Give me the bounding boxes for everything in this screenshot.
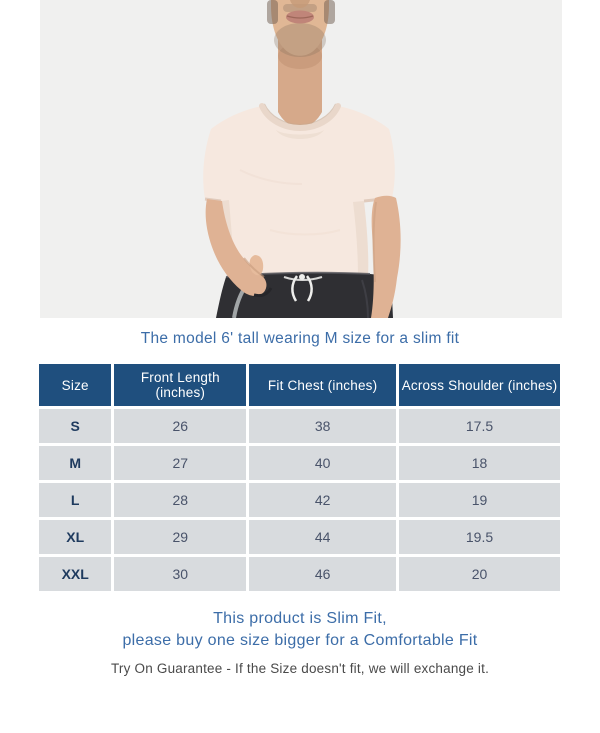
model-caption: The model 6' tall wearing M size for a s…: [140, 330, 460, 347]
size-label: L: [39, 483, 112, 517]
drawstring: [283, 274, 323, 302]
column-header-fit-chest: Fit Chest (inches): [249, 364, 397, 406]
table-row-s: S 26 38 17.5: [39, 409, 560, 443]
across-shoulder-value: 19.5: [399, 520, 560, 554]
fit-chest-value: 38: [249, 409, 397, 443]
model-illustration: [40, 0, 562, 318]
size-label: XXL: [39, 557, 112, 591]
front-length-value: 29: [114, 520, 247, 554]
try-on-guarantee: Try On Guarantee - If the Size doesn't f…: [110, 661, 490, 676]
size-chart-header-row: Size Front Length (inches) Fit Chest (in…: [39, 364, 560, 406]
column-header-size: Size: [39, 364, 112, 406]
fit-chest-value: 42: [249, 483, 397, 517]
model-head-neck: [267, 0, 335, 127]
front-length-value: 27: [114, 446, 247, 480]
size-label: S: [39, 409, 112, 443]
fit-note-line1: This product is Slim Fit,: [213, 610, 387, 627]
across-shoulder-value: 17.5: [399, 409, 560, 443]
model-photo: [40, 0, 562, 318]
across-shoulder-value: 19: [399, 483, 560, 517]
across-shoulder-value: 18: [399, 446, 560, 480]
front-length-value: 28: [114, 483, 247, 517]
fit-note: This product is Slim Fit, please buy one…: [0, 608, 600, 652]
size-label: M: [39, 446, 112, 480]
across-shoulder-value: 20: [399, 557, 560, 591]
fit-chest-value: 46: [249, 557, 397, 591]
table-row-l: L 28 42 19: [39, 483, 560, 517]
table-row-xl: XL 29 44 19.5: [39, 520, 560, 554]
fit-chest-value: 40: [249, 446, 397, 480]
fit-chest-value: 44: [249, 520, 397, 554]
size-chart-table: Size Front Length (inches) Fit Chest (in…: [36, 361, 563, 594]
table-row-xxl: XXL 30 46 20: [39, 557, 560, 591]
front-length-value: 30: [114, 557, 247, 591]
column-header-front-length: Front Length (inches): [114, 364, 247, 406]
front-length-value: 26: [114, 409, 247, 443]
fit-note-line2: please buy one size bigger for a Comfort…: [122, 632, 478, 649]
column-header-across-shoulder: Across Shoulder (inches): [399, 364, 560, 406]
model-left-arm-in-pocket: [205, 199, 273, 298]
size-label: XL: [39, 520, 112, 554]
model-right-arm: [371, 195, 401, 318]
table-row-m: M 27 40 18: [39, 446, 560, 480]
